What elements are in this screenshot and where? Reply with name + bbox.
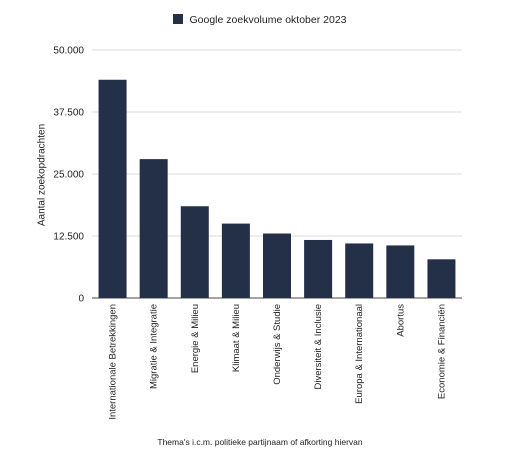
x-tick-label: Economie & Financiën — [436, 304, 447, 399]
legend-label: Google zoekvolume oktober 2023 — [189, 14, 347, 26]
x-tick-label: Diversiteit & Inclusie — [313, 304, 324, 390]
x-tick-label: Klimaat & Milieu — [231, 304, 242, 372]
x-tick-label: Energie & Milieu — [190, 304, 201, 373]
x-tick-label: Abortus — [395, 304, 406, 337]
bar — [386, 245, 415, 298]
bar — [221, 223, 250, 298]
chart-legend: Google zoekvolume oktober 2023 — [0, 14, 520, 26]
bar — [139, 159, 168, 298]
x-tick-label: Europa & Internationaal — [354, 304, 365, 404]
y-tick-label: 12.500 — [53, 232, 84, 243]
x-tick-label: Onderwijs & Studie — [272, 304, 283, 385]
bar — [345, 243, 374, 298]
bar — [427, 259, 456, 298]
bar — [304, 239, 333, 298]
x-axis-label: Thema's i.c.m. politieke partijnaam of a… — [157, 437, 363, 447]
y-tick-label: 37.500 — [53, 108, 84, 119]
x-tick-label: Internationale Betrekkingen — [108, 304, 119, 420]
y-tick-label: 25.000 — [53, 170, 84, 181]
bar — [180, 206, 209, 298]
x-tick-label: Migratie & Integratie — [149, 304, 160, 389]
legend-swatch — [173, 14, 184, 24]
bar — [263, 233, 291, 298]
bar — [98, 79, 127, 298]
y-tick-label: 50.000 — [53, 46, 84, 57]
y-tick-label: 0 — [78, 294, 84, 305]
